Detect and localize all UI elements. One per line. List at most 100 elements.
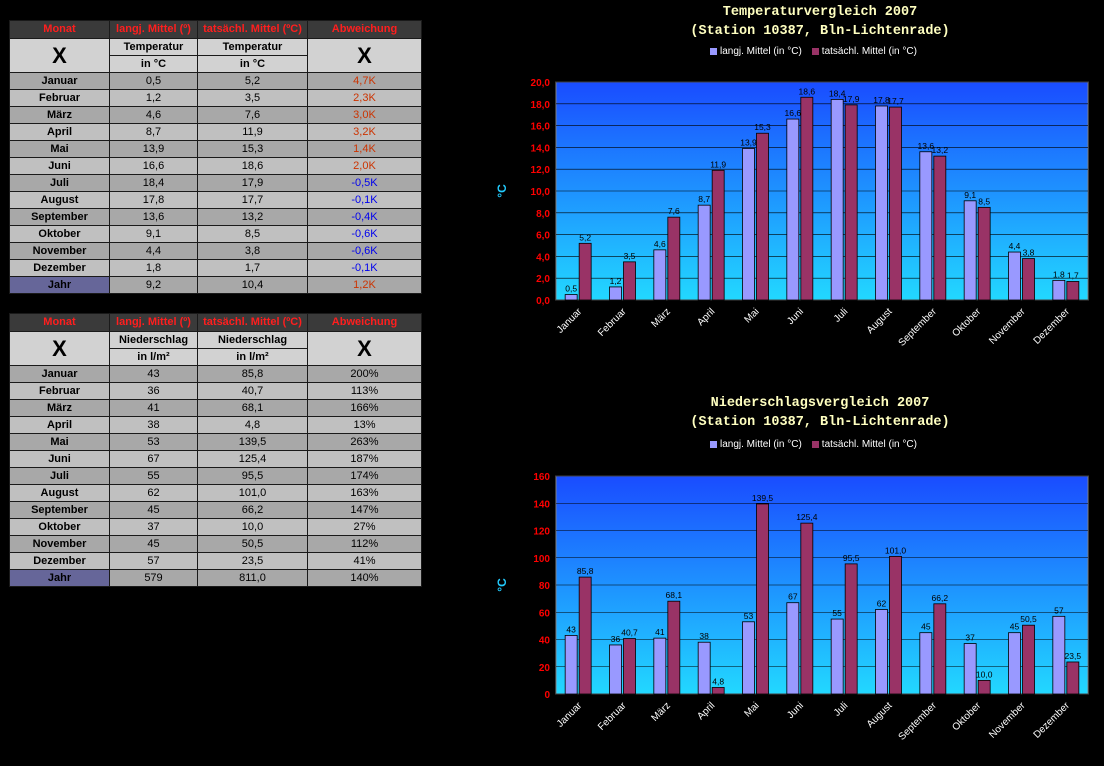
x-tick-label: Februar: [596, 306, 629, 339]
data-label: 16,6: [785, 108, 802, 118]
cell-longterm-mean: 16,6: [109, 157, 198, 175]
y-tick-label: 4,0: [536, 252, 550, 263]
data-label: 85,8: [577, 566, 594, 576]
cell-deviation: 174%: [307, 467, 422, 485]
x-tick-label: Dezember: [1032, 306, 1073, 347]
cell-actual-mean: 85,8: [197, 365, 308, 383]
data-label: 55: [832, 608, 842, 618]
data-label: 1,7: [1067, 270, 1079, 280]
cell-deviation: 187%: [307, 450, 422, 468]
bar-series-2: [1066, 661, 1080, 695]
cell-actual-mean: 10,4: [197, 276, 308, 294]
data-label: 66,2: [932, 593, 949, 603]
bar-series-1: [1008, 251, 1021, 301]
data-label: 15,3: [754, 122, 771, 132]
table-row: Dezember 57 23,5 41%: [9, 552, 422, 570]
subheader-unit: in l/m²: [109, 348, 198, 366]
bar-series-2: [889, 555, 902, 695]
cell-longterm-mean: 4,4: [109, 242, 198, 260]
cell-month: April: [9, 123, 110, 141]
data-label: 13,9: [740, 137, 757, 147]
x-tick-label: Juli: [832, 700, 850, 718]
bar-series-2: [933, 155, 947, 301]
cell-longterm-mean: 18,4: [109, 174, 198, 192]
y-tick-label: 140: [533, 499, 550, 510]
data-label: 13,2: [932, 145, 949, 155]
bar-series-1: [963, 643, 977, 695]
table-row: Juni 16,6 18,6 2,0K: [9, 157, 422, 175]
cell-longterm-mean: 9,1: [109, 225, 198, 243]
cell-deviation: 112%: [307, 535, 422, 553]
bar-series-1: [609, 644, 622, 695]
bar-series-1: [564, 635, 578, 695]
y-tick-label: 14,0: [531, 143, 551, 154]
header-deviation: Abweichung: [307, 20, 422, 39]
data-label: 11,9: [710, 159, 726, 169]
bar-series-2: [889, 106, 902, 301]
cell-deviation: 163%: [307, 484, 422, 502]
data-label: 4,8: [712, 676, 724, 686]
x-tick-label: September: [897, 306, 940, 349]
cell-deviation: 147%: [307, 501, 422, 519]
x-tick-label: Dezember: [1032, 700, 1073, 741]
cell-actual-mean: 50,5: [197, 535, 308, 553]
x-tick-label: Oktober: [950, 306, 983, 339]
cell-actual-mean: 811,0: [197, 569, 308, 587]
data-label: 36: [611, 634, 621, 644]
cell-deviation: 140%: [307, 569, 422, 587]
data-label: 5,2: [579, 232, 591, 242]
rain-chart-title-block: Niederschlagsvergleich 2007 (Station 103…: [540, 394, 1100, 432]
cell-month: August: [9, 484, 110, 502]
table-total-row: Jahr 9,2 10,4 1,2K: [9, 276, 422, 294]
y-tick-label: 8,0: [536, 209, 550, 220]
data-label: 17,9: [843, 94, 860, 104]
bar-series-1: [697, 641, 711, 695]
y-tick-label: 10,0: [531, 187, 551, 198]
table-row: September 13,6 13,2 -0,4K: [9, 208, 422, 226]
subheader-unit: in °C: [109, 55, 198, 73]
temp-legend-item-2: tatsächl. Mittel (in °C): [811, 46, 917, 57]
header-actual-mean: tatsächl. Mittel (ºC): [197, 20, 308, 39]
cell-deviation: 2,0K: [307, 157, 422, 175]
x-tick-label: September: [897, 700, 940, 743]
data-label: 3,5: [624, 251, 636, 261]
bar-series-1: [963, 200, 977, 301]
table-unit-row: in l/m² in l/m²: [10, 348, 422, 366]
bar-series-1: [919, 632, 933, 695]
cell-month: Mai: [9, 433, 110, 451]
cell-longterm-mean: 55: [109, 467, 198, 485]
bar-series-1: [786, 602, 800, 695]
cell-actual-mean: 17,9: [197, 174, 308, 192]
cell-month: Dezember: [9, 259, 110, 277]
bar-series-2: [800, 96, 814, 301]
cell-month: Oktober: [9, 518, 110, 536]
cell-longterm-mean: 4,6: [109, 106, 198, 124]
bar-series-2: [1022, 624, 1035, 695]
x-tick-label: November: [987, 700, 1028, 741]
bar-series-1: [609, 286, 622, 301]
table-subheader-row: X Temperatur Temperatur X: [9, 38, 422, 73]
y-tick-label: 40: [539, 636, 551, 647]
cell-actual-mean: 1,7: [197, 259, 308, 277]
subheader-quantity: Temperatur: [197, 38, 308, 56]
cell-deviation: -0,1K: [307, 191, 422, 209]
data-label: 101,0: [885, 545, 907, 555]
table-total-row: Jahr 579 811,0 140%: [9, 569, 422, 587]
data-label: 1,2: [610, 276, 622, 286]
cell-month: Juni: [9, 157, 110, 175]
bar-series-2: [844, 563, 858, 695]
data-label: 41: [655, 627, 665, 637]
data-label: 53: [744, 611, 754, 621]
cell-actual-mean: 7,6: [197, 106, 308, 124]
precipitation-chart: 0 20 40 60 80 100 120 140 160 °C 43 36 41 38 53 67 55 62 4…: [495, 472, 1089, 743]
y-tick-label: 20,0: [531, 78, 551, 89]
bar-series-1: [742, 148, 755, 301]
y-tick-label: 0,0: [536, 296, 550, 307]
cell-deviation: 1,4K: [307, 140, 422, 158]
data-label: 17,8: [873, 95, 890, 105]
y-tick-label: 12,0: [531, 165, 551, 176]
subheader-quantity: Temperatur: [109, 38, 198, 56]
bar-series-2: [1022, 258, 1035, 301]
bar-series-1: [1052, 615, 1066, 695]
cell-actual-mean: 40,7: [197, 382, 308, 400]
